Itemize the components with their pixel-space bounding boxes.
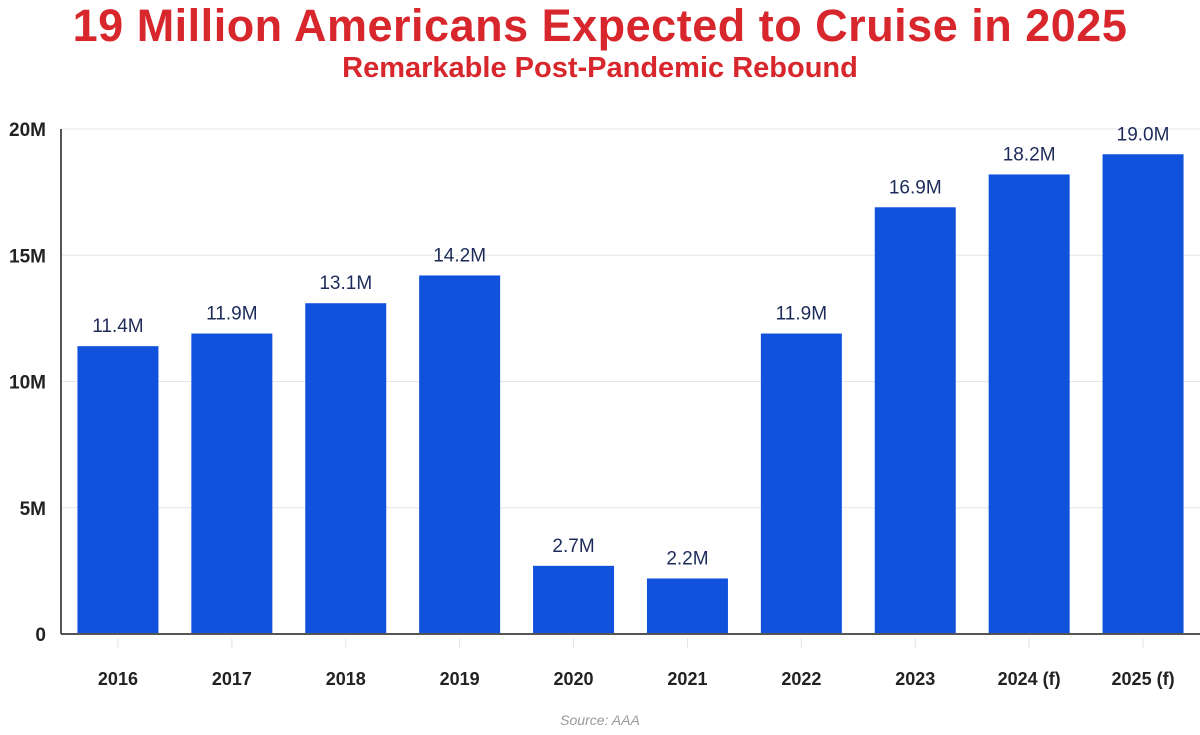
x-tick-label: 2023	[895, 669, 935, 689]
chart-subtitle: Remarkable Post-Pandemic Rebound	[342, 52, 858, 84]
y-tick-label: 10M	[9, 373, 46, 394]
x-tick-label: 2024 (f)	[998, 669, 1061, 689]
source-note: Source: AAA	[560, 712, 640, 728]
data-label: 16.9M	[889, 177, 942, 198]
x-tick-label: 2022	[781, 669, 821, 689]
bar	[646, 578, 728, 634]
x-tick-label: 2025 (f)	[1112, 669, 1175, 689]
data-label: 2.2M	[666, 548, 708, 569]
bar	[874, 207, 956, 634]
x-tick-label: 2021	[667, 669, 707, 689]
x-tick-label: 2019	[440, 669, 480, 689]
bar	[77, 346, 159, 634]
bar	[760, 333, 842, 634]
data-label: 18.2M	[1003, 144, 1056, 165]
bar	[191, 333, 273, 634]
data-label: 11.9M	[776, 304, 827, 325]
x-tick-label: 2016	[98, 669, 138, 689]
data-label: 11.9M	[206, 304, 257, 325]
x-tick-label: 2018	[326, 669, 366, 689]
data-label: 11.4M	[92, 316, 143, 337]
data-label: 14.2M	[433, 245, 486, 266]
data-label: 13.1M	[319, 273, 372, 294]
y-tick-label: 15M	[9, 246, 46, 267]
y-tick-label: 0	[35, 625, 46, 646]
y-tick-label: 20M	[9, 120, 46, 141]
x-tick-label: 2020	[554, 669, 594, 689]
data-label: 19.0M	[1117, 124, 1170, 145]
bar	[988, 174, 1070, 634]
chart-title: 19 Million Americans Expected to Cruise …	[72, 0, 1128, 51]
data-label: 2.7M	[552, 536, 594, 557]
x-tick-label: 2017	[212, 669, 252, 689]
bar	[533, 565, 615, 634]
y-tick-label: 5M	[20, 499, 46, 520]
bar	[305, 303, 387, 634]
bar	[1102, 154, 1184, 634]
bar	[419, 275, 501, 634]
